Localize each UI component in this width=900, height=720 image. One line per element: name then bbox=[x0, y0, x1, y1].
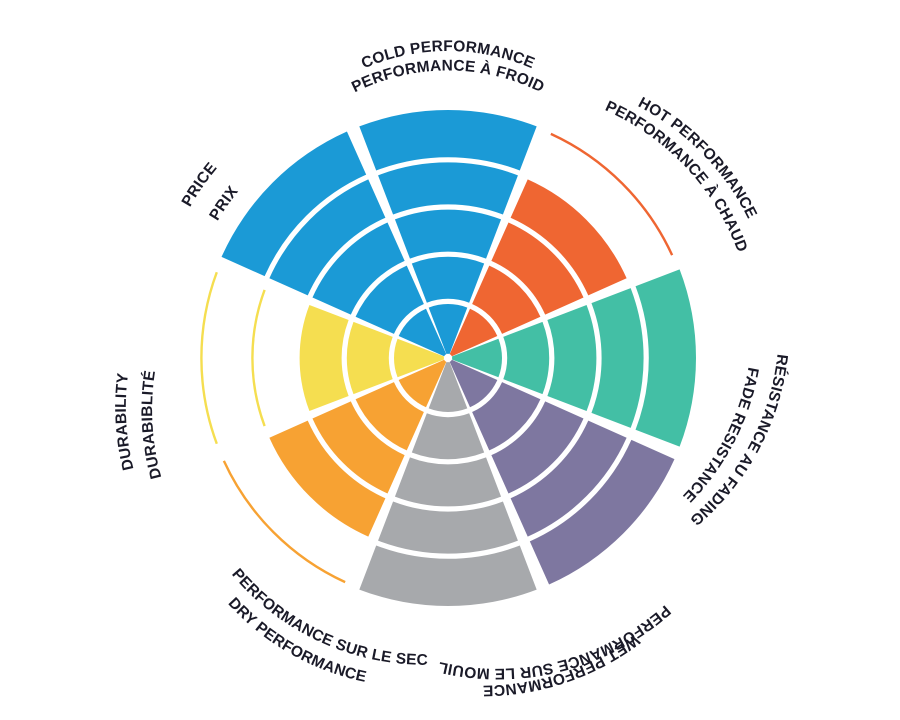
sector-band-wet-performance-level-4[interactable] bbox=[510, 420, 627, 537]
sector-band-hot-performance-level-2[interactable] bbox=[472, 265, 541, 334]
sector-band-cold-performance-level-2[interactable] bbox=[411, 256, 485, 303]
sector-band-durability-level-2[interactable] bbox=[355, 382, 424, 451]
sector-band-durability-level-4[interactable] bbox=[269, 420, 386, 537]
label-price-fr: PRIX bbox=[206, 183, 242, 224]
sector-band-fade-resistance-level-2[interactable] bbox=[503, 321, 550, 395]
sector-wedges-group bbox=[221, 110, 696, 606]
unfilled-level-arcs-group bbox=[200, 132, 674, 584]
sector-band-cold-performance-left-half-level-1[interactable] bbox=[398, 308, 447, 357]
unfilled-arc-hot-performance-level-5 bbox=[550, 132, 674, 256]
sector-durability[interactable] bbox=[269, 359, 447, 537]
sector-band-fade-resistance-level-3[interactable] bbox=[547, 304, 597, 412]
sector-band-dry-performance-level-3[interactable] bbox=[394, 457, 502, 507]
sector-hot-performance[interactable] bbox=[449, 179, 627, 357]
sector-band-wet-performance-level-1[interactable] bbox=[449, 359, 498, 408]
sector-band-hot-performance-level-1[interactable] bbox=[449, 308, 498, 357]
label-durability-en: DURABILITY bbox=[113, 372, 138, 472]
sector-band-fade-resistance-level-1[interactable] bbox=[451, 338, 502, 378]
sector-band-hot-performance-level-4[interactable] bbox=[510, 179, 627, 296]
sector-band-cold-performance-level-3[interactable] bbox=[394, 209, 502, 259]
sector-band-dry-performance-level-4[interactable] bbox=[378, 501, 518, 554]
unfilled-arc-price-level-4 bbox=[251, 289, 266, 427]
unfilled-arc-price-level-5 bbox=[200, 271, 218, 445]
sector-band-cold-performance-left-half-level-2[interactable] bbox=[355, 265, 424, 334]
sector-band-cold-performance-left-half-level-3[interactable] bbox=[312, 222, 405, 315]
sector-band-cold-performance-left-half-level-4[interactable] bbox=[269, 179, 386, 296]
sector-band-durability-level-3[interactable] bbox=[312, 401, 405, 494]
sector-band-hot-performance-level-3[interactable] bbox=[491, 222, 584, 315]
sector-price[interactable] bbox=[299, 304, 445, 412]
sector-band-fade-resistance-level-4[interactable] bbox=[591, 288, 644, 428]
sector-band-durability-level-1[interactable] bbox=[398, 359, 447, 408]
sector-band-price-level-3[interactable] bbox=[299, 304, 349, 412]
label-fade-resistance-fr: RÉSISTANCE AU FADING bbox=[687, 353, 791, 529]
sector-band-fade-resistance-level-5[interactable] bbox=[635, 269, 696, 447]
sector-band-dry-performance-level-5[interactable] bbox=[359, 545, 537, 606]
sector-band-price-level-2[interactable] bbox=[346, 321, 393, 395]
label-hot-performance-en: HOT PERFORMANCE bbox=[635, 94, 760, 221]
sector-cold-performance[interactable] bbox=[359, 110, 537, 355]
sector-band-dry-performance-level-1[interactable] bbox=[428, 361, 468, 413]
sector-band-wet-performance-level-5[interactable] bbox=[529, 439, 675, 585]
label-durability-fr: DURABIBLITÉ bbox=[139, 369, 165, 480]
label-price-en: PRICE bbox=[179, 160, 221, 210]
sector-wet-performance[interactable] bbox=[449, 359, 675, 585]
sector-dry-performance[interactable] bbox=[359, 361, 537, 606]
sector-band-price-level-1[interactable] bbox=[394, 338, 445, 378]
sector-band-wet-performance-level-2[interactable] bbox=[472, 382, 541, 451]
sector-fade-resistance[interactable] bbox=[451, 269, 696, 447]
sector-band-cold-performance-level-1[interactable] bbox=[428, 304, 468, 355]
sector-band-dry-performance-level-2[interactable] bbox=[411, 413, 485, 460]
sector-band-cold-performance-left-half-level-5[interactable] bbox=[221, 131, 367, 277]
sector-band-wet-performance-level-3[interactable] bbox=[491, 401, 584, 494]
unfilled-arc-durability-level-5 bbox=[222, 460, 346, 584]
sector-band-cold-performance-level-4[interactable] bbox=[378, 162, 518, 215]
sector-cold-performance-left-half[interactable] bbox=[221, 131, 447, 357]
sector-band-cold-performance-level-5[interactable] bbox=[359, 110, 537, 171]
